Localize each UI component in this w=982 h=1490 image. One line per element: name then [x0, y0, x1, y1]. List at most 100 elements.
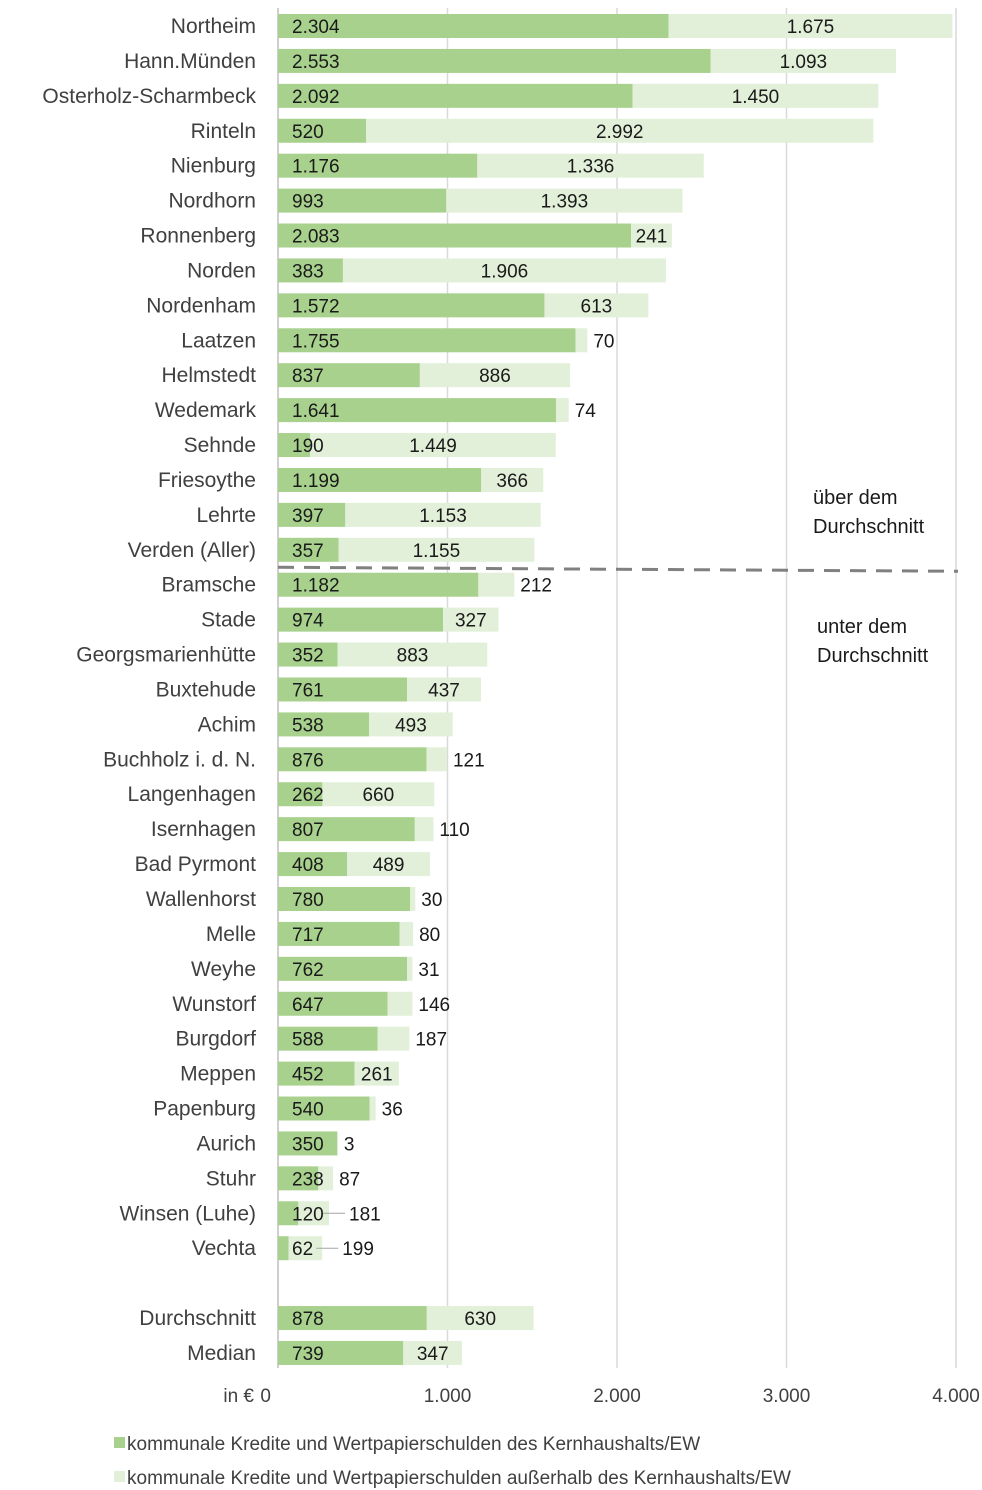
value-label-core: 1.755 — [292, 331, 340, 352]
bar-outside — [446, 188, 683, 213]
category-label: Verden (Aller) — [128, 539, 256, 562]
bar-core — [278, 223, 632, 248]
bar-core — [278, 14, 669, 38]
bar-core — [278, 363, 420, 388]
value-label-outside: 1.155 — [413, 541, 461, 562]
bar-outside — [632, 83, 879, 108]
bar-outside — [426, 747, 447, 772]
value-label-core: 717 — [292, 925, 324, 946]
value-label-outside: 3 — [344, 1134, 355, 1155]
bar-outside — [478, 572, 515, 597]
value-label-core: 262 — [292, 785, 324, 806]
category-label: Winsen (Luhe) — [119, 1202, 256, 1225]
bar-outside — [414, 817, 434, 842]
value-label-core: 807 — [292, 820, 324, 841]
category-label: Burgdorf — [175, 1028, 256, 1051]
bar-core — [278, 1340, 404, 1365]
category-label: Lehrte — [196, 504, 256, 527]
value-label-outside: 347 — [417, 1344, 449, 1365]
value-label-outside: 489 — [373, 855, 405, 876]
category-label: Rinteln — [191, 120, 256, 143]
value-label-outside: 181 — [349, 1204, 381, 1225]
bar-outside — [369, 712, 453, 737]
value-label-core: 352 — [292, 646, 324, 667]
bar-outside — [347, 852, 431, 877]
value-label-outside: 1.093 — [780, 52, 828, 73]
value-label-core: 588 — [292, 1030, 324, 1051]
bar-outside — [406, 677, 482, 702]
value-label-outside: 1.675 — [787, 17, 835, 38]
value-label-outside: 187 — [415, 1030, 447, 1051]
bar-outside — [369, 1096, 376, 1121]
value-label-outside: 31 — [418, 960, 439, 981]
category-label: Nordhorn — [168, 190, 256, 213]
bar-outside — [477, 153, 704, 178]
bar-outside — [710, 48, 896, 73]
legend-label-outside: kommunale Kredite und Wertpapierschulden… — [127, 1468, 791, 1489]
bar-outside — [419, 363, 571, 388]
value-label-outside: 74 — [575, 401, 597, 422]
value-label-outside: 2.992 — [596, 122, 644, 143]
legend-label-core: kommunale Kredite und Wertpapierschulden… — [127, 1434, 700, 1455]
value-label-outside: 1.153 — [419, 506, 467, 527]
legend-swatch-outside — [114, 1471, 125, 1482]
category-label: Vechta — [192, 1237, 257, 1260]
note-above-line-1: über dem — [813, 487, 898, 509]
x-tick-label: 3.000 — [763, 1386, 811, 1407]
bar-outside — [403, 1340, 463, 1365]
category-label: Buchholz i. d. N. — [103, 748, 256, 771]
value-label-core: 452 — [292, 1065, 324, 1086]
value-label-core: 190 — [292, 436, 324, 457]
average-divider-line — [277, 565, 959, 573]
x-axis: 0 1.000 2.000 3.000 4.000 — [260, 1386, 979, 1407]
bar-outside — [310, 433, 556, 458]
value-label-core: 397 — [292, 506, 324, 527]
bar-core — [278, 48, 711, 73]
value-label-outside: 1.906 — [481, 261, 529, 282]
bar-outside — [575, 328, 588, 353]
value-label-outside: 199 — [342, 1239, 374, 1260]
category-label: Osterholz-Scharmbeck — [42, 85, 256, 108]
bar-core — [278, 188, 447, 213]
bar-core — [278, 712, 370, 737]
bar-core — [278, 782, 323, 807]
bar-core — [278, 887, 411, 911]
bar-core — [278, 83, 633, 108]
bar-core — [278, 1061, 355, 1086]
category-label: Achim — [198, 713, 256, 736]
value-label-outside: 493 — [395, 715, 427, 736]
value-label-outside: 883 — [397, 646, 429, 667]
category-label: Wunstorf — [172, 993, 256, 1016]
bar-outside — [426, 1306, 534, 1331]
value-label-core: 1.199 — [292, 471, 340, 492]
bar-outside — [668, 14, 953, 38]
value-label-core: 878 — [292, 1309, 324, 1330]
value-label-core: 780 — [292, 890, 324, 911]
bar-core — [278, 572, 479, 597]
category-label: Isernhagen — [151, 818, 256, 841]
bar-outside — [338, 537, 535, 562]
bar-core — [278, 502, 346, 527]
bar-core — [278, 642, 338, 667]
value-label-core: 408 — [292, 855, 324, 876]
value-label-outside: 1.336 — [567, 157, 615, 178]
bar-core — [278, 677, 407, 702]
value-label-core: 538 — [292, 715, 324, 736]
value-label-outside: 1.450 — [732, 87, 780, 108]
value-labels: 2.304 1.675 2.553 1.093 2.092 1.450 520 2.992 1.… — [292, 17, 834, 1365]
bar-core — [278, 118, 367, 143]
bar-outside — [342, 258, 666, 283]
x-tick-label: 4.000 — [932, 1386, 980, 1407]
bar-core — [278, 153, 478, 178]
category-label: Helmstedt — [161, 364, 256, 387]
value-label-core: 1.182 — [292, 576, 340, 597]
note-above-line-2: Durchschnitt — [813, 516, 925, 538]
category-label: Friesoythe — [158, 469, 256, 492]
bar-core — [278, 433, 311, 458]
category-label: Median — [187, 1342, 256, 1365]
value-label-outside: 886 — [479, 366, 511, 387]
bar-core — [278, 607, 444, 632]
bar-core — [278, 537, 339, 562]
x-tick-label: 0 — [260, 1386, 271, 1407]
